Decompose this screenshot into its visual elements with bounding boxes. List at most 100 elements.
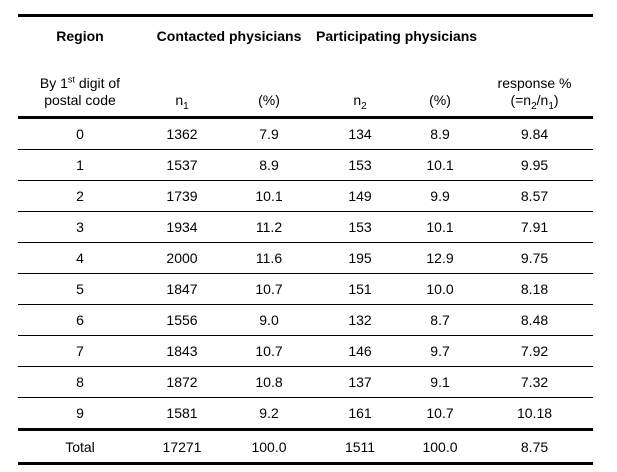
table-footer: Total 17271 100.0 1511 100.0 8.75: [18, 428, 594, 465]
formula-close: ): [553, 92, 559, 108]
cell-n1: 1362: [142, 117, 222, 150]
subheader-region-line1-rest: digit of: [74, 75, 121, 91]
cell-contacted-pct: 8.9: [222, 149, 317, 181]
cell-contacted-pct: 10.7: [222, 335, 317, 367]
group-header-row: Region Contacted physicians Participatin…: [18, 16, 593, 56]
table-row: 5 1847 10.7 151 10.0 8.18: [18, 273, 594, 305]
cell-contacted-pct: 10.1: [222, 180, 317, 212]
total-n2: 1511: [316, 428, 405, 465]
header-participating-physicians: Participating physicians: [316, 28, 478, 44]
physician-response-table: Region Contacted physicians Participatin…: [18, 14, 594, 465]
cell-participating-pct: 10.7: [404, 397, 477, 430]
cell-contacted-pct: 11.2: [222, 211, 317, 243]
sub-header-row: By 1st digit of postal code n1 (%) n2 (%)…: [18, 55, 594, 119]
cell-n2: 151: [316, 273, 405, 305]
cell-n1: 1843: [142, 335, 222, 367]
n1-subscript: 1: [183, 100, 189, 112]
total-contacted-pct: 100.0: [222, 428, 317, 465]
cell-contacted-pct: 7.9: [222, 117, 317, 150]
header-response-spacer: [476, 16, 593, 56]
cell-response-pct: 7.32: [476, 366, 594, 398]
formula-n1-subscript: 1: [548, 100, 554, 112]
cell-region: 0: [18, 117, 142, 150]
cell-n1: 1934: [142, 211, 222, 243]
cell-region: 4: [18, 242, 142, 274]
cell-n1: 1537: [142, 149, 222, 181]
total-label: Total: [18, 428, 142, 465]
cell-n1: 1739: [142, 180, 222, 212]
cell-contacted-pct: 11.6: [222, 242, 317, 274]
table-row: 8 1872 10.8 137 9.1 7.32: [18, 366, 594, 398]
superscript-st: st: [67, 74, 75, 85]
cell-region: 2: [18, 180, 142, 212]
cell-participating-pct: 9.9: [404, 180, 477, 212]
cell-response-pct: 7.92: [476, 335, 594, 367]
cell-region: 8: [18, 366, 142, 398]
cell-participating-pct: 10.1: [404, 211, 477, 243]
cell-n2: 149: [316, 180, 405, 212]
table-body: 0 1362 7.9 134 8.9 9.84 1 1537 8.9 153 1…: [18, 117, 594, 430]
cell-response-pct: 8.57: [476, 180, 594, 212]
table-row: 2 1739 10.1 149 9.9 8.57: [18, 180, 594, 212]
cell-participating-pct: 8.9: [404, 117, 477, 150]
subheader-region: By 1st digit of postal code: [18, 55, 142, 119]
response-formula: (=n: [510, 92, 532, 108]
table-row: 7 1843 10.7 146 9.7 7.92: [18, 335, 594, 367]
cell-response-pct: 8.48: [476, 304, 594, 336]
cell-participating-pct: 10.1: [404, 149, 477, 181]
n1-base: n: [175, 92, 184, 108]
cell-participating-pct: 9.7: [404, 335, 477, 367]
formula-n2-subscript: 2: [531, 100, 537, 112]
total-n1: 17271: [142, 428, 222, 465]
cell-response-pct: 7.91: [476, 211, 594, 243]
cell-region: 3: [18, 211, 142, 243]
table-row: 1 1537 8.9 153 10.1 9.95: [18, 149, 594, 181]
total-participating-pct: 100.0: [404, 428, 477, 465]
cell-contacted-pct: 9.2: [222, 397, 317, 430]
table-row: 3 1934 11.2 153 10.1 7.91: [18, 211, 594, 243]
table-header: Region Contacted physicians Participatin…: [18, 16, 594, 119]
subheader-region-line1: By 1: [39, 75, 68, 91]
cell-n1: 1581: [142, 397, 222, 430]
total-response-pct: 8.75: [476, 428, 594, 465]
table-row: 0 1362 7.9 134 8.9 9.84: [18, 117, 594, 150]
subheader-response: response % (=n2/n1): [476, 55, 594, 119]
subheader-participating-pct: (%): [404, 55, 477, 119]
cell-response-pct: 10.18: [476, 397, 594, 430]
cell-participating-pct: 9.1: [404, 366, 477, 398]
cell-n2: 137: [316, 366, 405, 398]
header-region: Region: [56, 28, 104, 44]
cell-contacted-pct: 10.8: [222, 366, 317, 398]
cell-n2: 132: [316, 304, 405, 336]
cell-response-pct: 9.84: [476, 117, 594, 150]
cell-contacted-pct: 10.7: [222, 273, 317, 305]
total-row: Total 17271 100.0 1511 100.0 8.75: [18, 428, 594, 465]
cell-region: 7: [18, 335, 142, 367]
table-row: 9 1581 9.2 161 10.7 10.18: [18, 397, 594, 430]
n2-subscript: 2: [361, 100, 367, 112]
table-row: 6 1556 9.0 132 8.7 8.48: [18, 304, 594, 336]
cell-n1: 1847: [142, 273, 222, 305]
cell-n1: 1556: [142, 304, 222, 336]
formula-divider: /n: [536, 92, 549, 108]
subheader-n2: n2: [316, 55, 405, 119]
cell-region: 6: [18, 304, 142, 336]
cell-n2: 161: [316, 397, 405, 430]
subheader-region-line2: postal code: [44, 92, 116, 108]
cell-response-pct: 9.75: [476, 242, 594, 274]
subheader-contacted-pct: (%): [222, 55, 317, 119]
cell-n2: 146: [316, 335, 405, 367]
cell-n1: 1872: [142, 366, 222, 398]
cell-n1: 2000: [142, 242, 222, 274]
cell-n2: 134: [316, 117, 405, 150]
cell-n2: 153: [316, 149, 405, 181]
cell-n2: 153: [316, 211, 405, 243]
cell-region: 5: [18, 273, 142, 305]
cell-participating-pct: 8.7: [404, 304, 477, 336]
cell-response-pct: 8.18: [476, 273, 594, 305]
table-row: 4 2000 11.6 195 12.9 9.75: [18, 242, 594, 274]
cell-n2: 195: [316, 242, 405, 274]
cell-participating-pct: 12.9: [404, 242, 477, 274]
response-line1: response %: [497, 75, 572, 91]
